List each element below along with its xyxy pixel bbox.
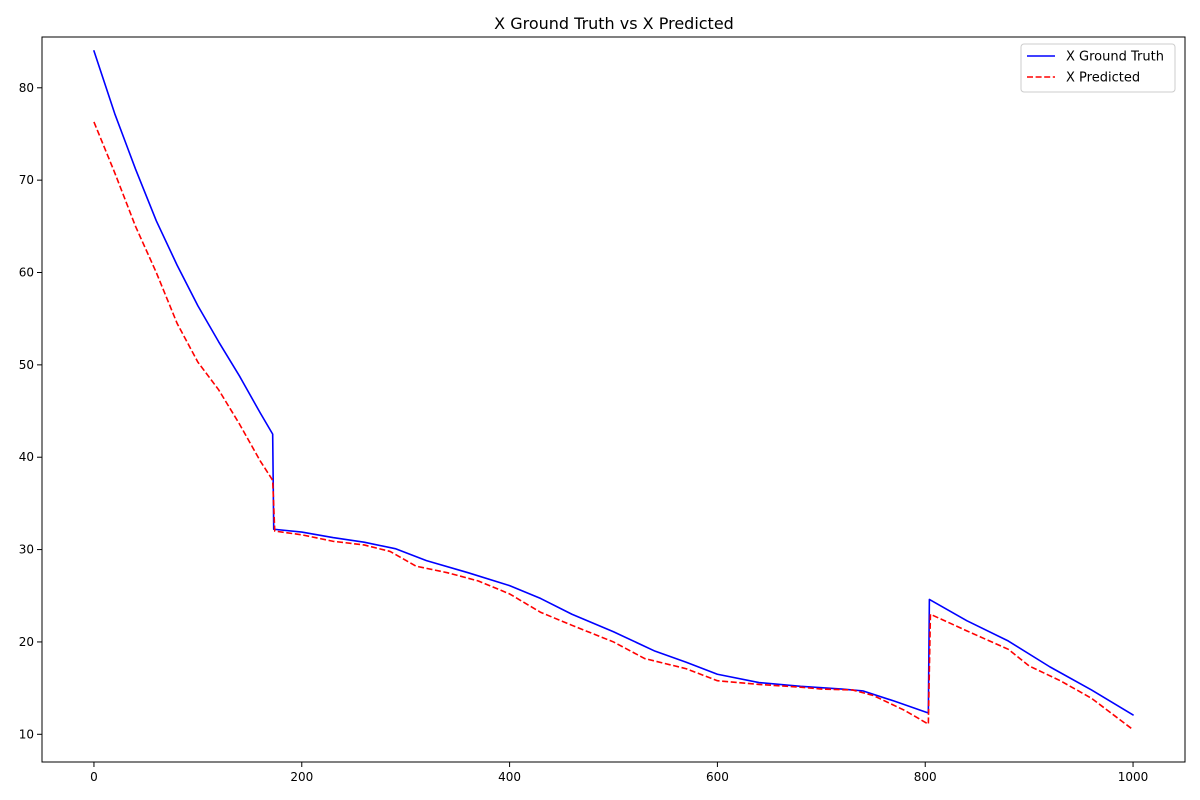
y-tick-label: 40 xyxy=(19,450,34,464)
x-axis: 0 200 400 600 800 1000 xyxy=(90,762,1148,784)
y-tick-label: 70 xyxy=(19,173,34,187)
chart-title: X Ground Truth vs X Predicted xyxy=(494,14,734,33)
series-line-predicted xyxy=(93,121,1134,731)
series-group xyxy=(93,50,1134,731)
y-tick-label: 30 xyxy=(19,543,34,557)
legend-label: X Ground Truth xyxy=(1066,50,1164,65)
legend-box xyxy=(1020,43,1176,93)
y-tick-label: 50 xyxy=(19,358,34,372)
y-tick-label: 60 xyxy=(19,266,34,280)
y-tick-label: 10 xyxy=(19,727,34,741)
axes-frame xyxy=(41,36,1186,763)
x-tick-label: 200 xyxy=(290,770,313,784)
x-tick-label: 800 xyxy=(914,770,937,784)
x-tick-label: 400 xyxy=(498,770,521,784)
x-tick-label: 600 xyxy=(706,770,729,784)
x-tick-label: 1000 xyxy=(1118,770,1149,784)
y-axis: 10 20 30 40 50 60 70 80 xyxy=(19,81,42,741)
x-tick-label: 0 xyxy=(90,770,98,784)
y-tick-label: 80 xyxy=(19,81,34,95)
legend: X Ground Truth X Predicted xyxy=(1020,43,1176,93)
y-tick-label: 20 xyxy=(19,635,34,649)
legend-label: X Predicted xyxy=(1066,71,1140,86)
